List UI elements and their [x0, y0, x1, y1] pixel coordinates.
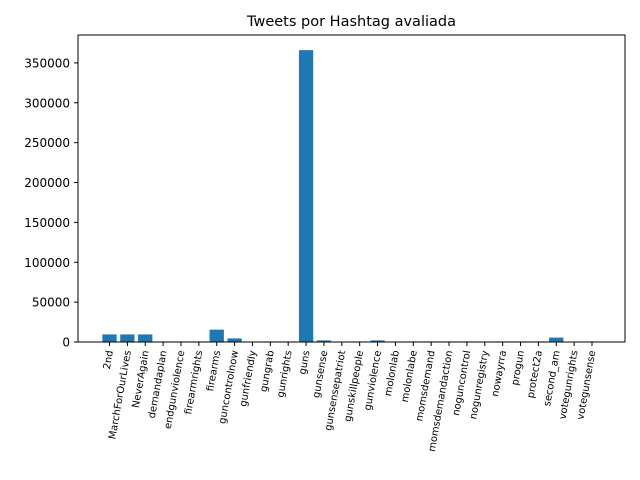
bar-NeverAgain	[138, 334, 153, 342]
bar-gunviolence	[370, 340, 385, 342]
chart-title: Tweets por Hashtag avaliada	[246, 14, 456, 30]
bar-firearms	[209, 329, 224, 342]
bar-gunsense	[316, 340, 332, 342]
x-tick-label: guns	[297, 350, 312, 376]
y-tick-label: 350000	[24, 56, 70, 70]
y-tick-label: 250000	[24, 136, 70, 150]
y-tick-label: 100000	[24, 256, 70, 270]
bar-guncontrolnow	[227, 338, 242, 342]
y-tick-label: 50000	[32, 296, 70, 310]
y-axis-ticks: 0 50000 100000 150000 200000 250000 300000 3500…	[24, 56, 78, 350]
y-tick-label: 0	[62, 336, 70, 350]
x-tick-label: 2nd	[102, 350, 116, 371]
y-tick-label: 300000	[24, 96, 70, 110]
bar-guns	[298, 50, 314, 343]
bar-MarchForOurLives	[120, 334, 135, 342]
bar-second_am	[549, 337, 564, 342]
y-tick-label: 150000	[24, 216, 70, 230]
bar-2nd	[102, 334, 117, 342]
plot-frame	[77, 34, 626, 343]
y-tick-label: 200000	[24, 176, 70, 190]
